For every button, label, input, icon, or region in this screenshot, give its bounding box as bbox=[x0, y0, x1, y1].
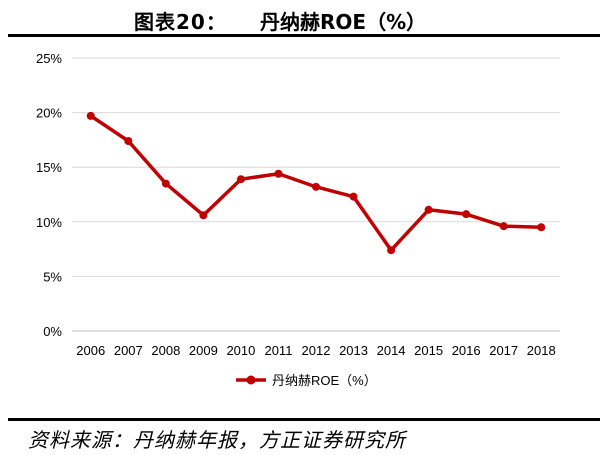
x-tick-label: 2018 bbox=[527, 343, 556, 358]
roe-line-chart: 0% 5% 10% 15% 20% 25% 2006 2007 2008 2009 2010 2011… bbox=[36, 51, 560, 388]
data-point bbox=[462, 210, 471, 219]
data-point bbox=[199, 211, 208, 220]
figure-title: 丹纳赫ROE（%） bbox=[260, 10, 427, 34]
figure-label: 图表20： bbox=[134, 10, 227, 34]
y-tick-label: 15% bbox=[36, 160, 62, 175]
data-point bbox=[312, 182, 320, 191]
data-point bbox=[86, 111, 95, 120]
data-point bbox=[387, 246, 396, 255]
y-tick-label: 25% bbox=[36, 51, 62, 66]
x-tick-label: 2009 bbox=[189, 343, 218, 358]
y-tick-label: 5% bbox=[43, 269, 62, 284]
data-point bbox=[424, 205, 433, 214]
data-point bbox=[236, 175, 245, 184]
x-tick-label: 2007 bbox=[114, 343, 143, 358]
data-point bbox=[124, 136, 133, 145]
y-tick-label: 0% bbox=[43, 324, 62, 339]
data-point bbox=[499, 222, 508, 231]
y-tick-label: 20% bbox=[36, 106, 62, 121]
x-tick-label: 2008 bbox=[151, 343, 180, 358]
x-tick-label: 2014 bbox=[377, 343, 406, 358]
x-tick-label: 2010 bbox=[226, 343, 255, 358]
data-point bbox=[161, 179, 170, 188]
x-tick-label: 2017 bbox=[489, 343, 518, 358]
x-tick-label: 2012 bbox=[302, 343, 331, 358]
figure-header: 图表20： 丹纳赫ROE（%） bbox=[8, 0, 600, 34]
x-tick-label: 2013 bbox=[339, 343, 368, 358]
legend-swatch-marker bbox=[246, 375, 256, 385]
top-rule bbox=[8, 34, 600, 37]
y-tick-label: 10% bbox=[36, 215, 62, 230]
data-point bbox=[537, 223, 546, 232]
source-note: 资料来源：丹纳赫年报，方正证券研究所 bbox=[28, 428, 406, 452]
legend-label: 丹纳赫ROE（%） bbox=[272, 373, 377, 388]
data-point bbox=[274, 169, 283, 178]
x-tick-label: 2015 bbox=[414, 343, 443, 358]
x-tick-label: 2016 bbox=[452, 343, 481, 358]
bottom-rule bbox=[8, 418, 600, 421]
x-tick-label: 2011 bbox=[264, 343, 292, 358]
x-tick-label: 2006 bbox=[76, 343, 105, 358]
data-point bbox=[349, 192, 358, 201]
chart-container: 0% 5% 10% 15% 20% 25% 2006 2007 2008 2009 2010 2011… bbox=[0, 40, 608, 410]
